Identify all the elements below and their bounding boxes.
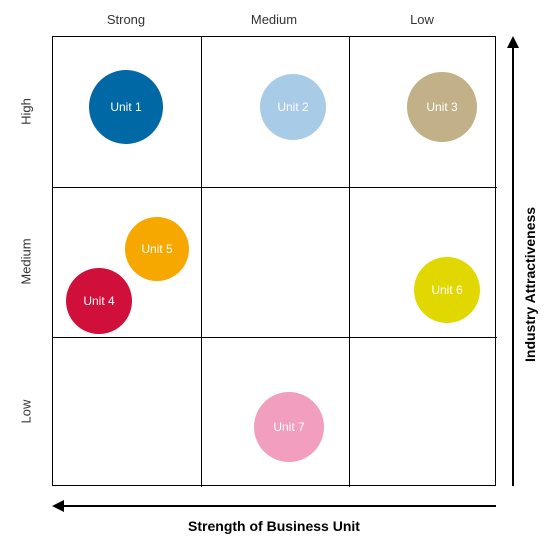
grid-vline-2 <box>349 37 350 487</box>
ge-mckinsey-matrix: Strong Medium Low High Medium Low Unit 1… <box>0 0 552 549</box>
row-header-label: High <box>19 98 34 125</box>
x-axis-arrow-line <box>62 505 496 507</box>
unit-label: Unit 3 <box>426 100 457 114</box>
unit-bubble: Unit 2 <box>260 74 326 140</box>
unit-bubble: Unit 6 <box>414 257 480 323</box>
grid-hline-2 <box>53 337 497 338</box>
unit-bubble: Unit 3 <box>407 72 477 142</box>
unit-bubble: Unit 5 <box>125 217 189 281</box>
y-axis-label: Industry Attractiveness <box>522 162 538 362</box>
col-header-label: Low <box>410 12 434 27</box>
row-header-label: Medium <box>19 238 34 284</box>
y-axis-arrow-line <box>512 48 514 486</box>
row-header-low: Low <box>19 352 34 472</box>
row-header-medium: Medium <box>19 202 34 322</box>
unit-bubble: Unit 4 <box>66 268 132 334</box>
col-header-medium: Medium <box>200 12 348 27</box>
x-axis-label-text: Strength of Business Unit <box>188 518 360 534</box>
unit-bubble: Unit 1 <box>89 70 163 144</box>
grid-hline-1 <box>53 187 497 188</box>
row-header-high: High <box>19 52 34 172</box>
unit-label: Unit 6 <box>431 283 462 297</box>
col-header-label: Medium <box>251 12 297 27</box>
grid-vline-1 <box>201 37 202 487</box>
unit-label: Unit 2 <box>277 100 308 114</box>
x-axis-arrow-head <box>52 500 64 512</box>
unit-label: Unit 1 <box>110 100 141 114</box>
col-header-low: Low <box>348 12 496 27</box>
unit-label: Unit 5 <box>141 242 172 256</box>
y-axis-label-text: Industry Attractiveness <box>522 207 538 362</box>
unit-bubble: Unit 7 <box>254 392 324 462</box>
x-axis-label: Strength of Business Unit <box>52 518 496 534</box>
y-axis-arrow-head <box>507 36 519 48</box>
col-header-strong: Strong <box>52 12 200 27</box>
col-header-label: Strong <box>107 12 145 27</box>
unit-label: Unit 4 <box>83 294 114 308</box>
row-header-label: Low <box>19 400 34 424</box>
unit-label: Unit 7 <box>273 420 304 434</box>
